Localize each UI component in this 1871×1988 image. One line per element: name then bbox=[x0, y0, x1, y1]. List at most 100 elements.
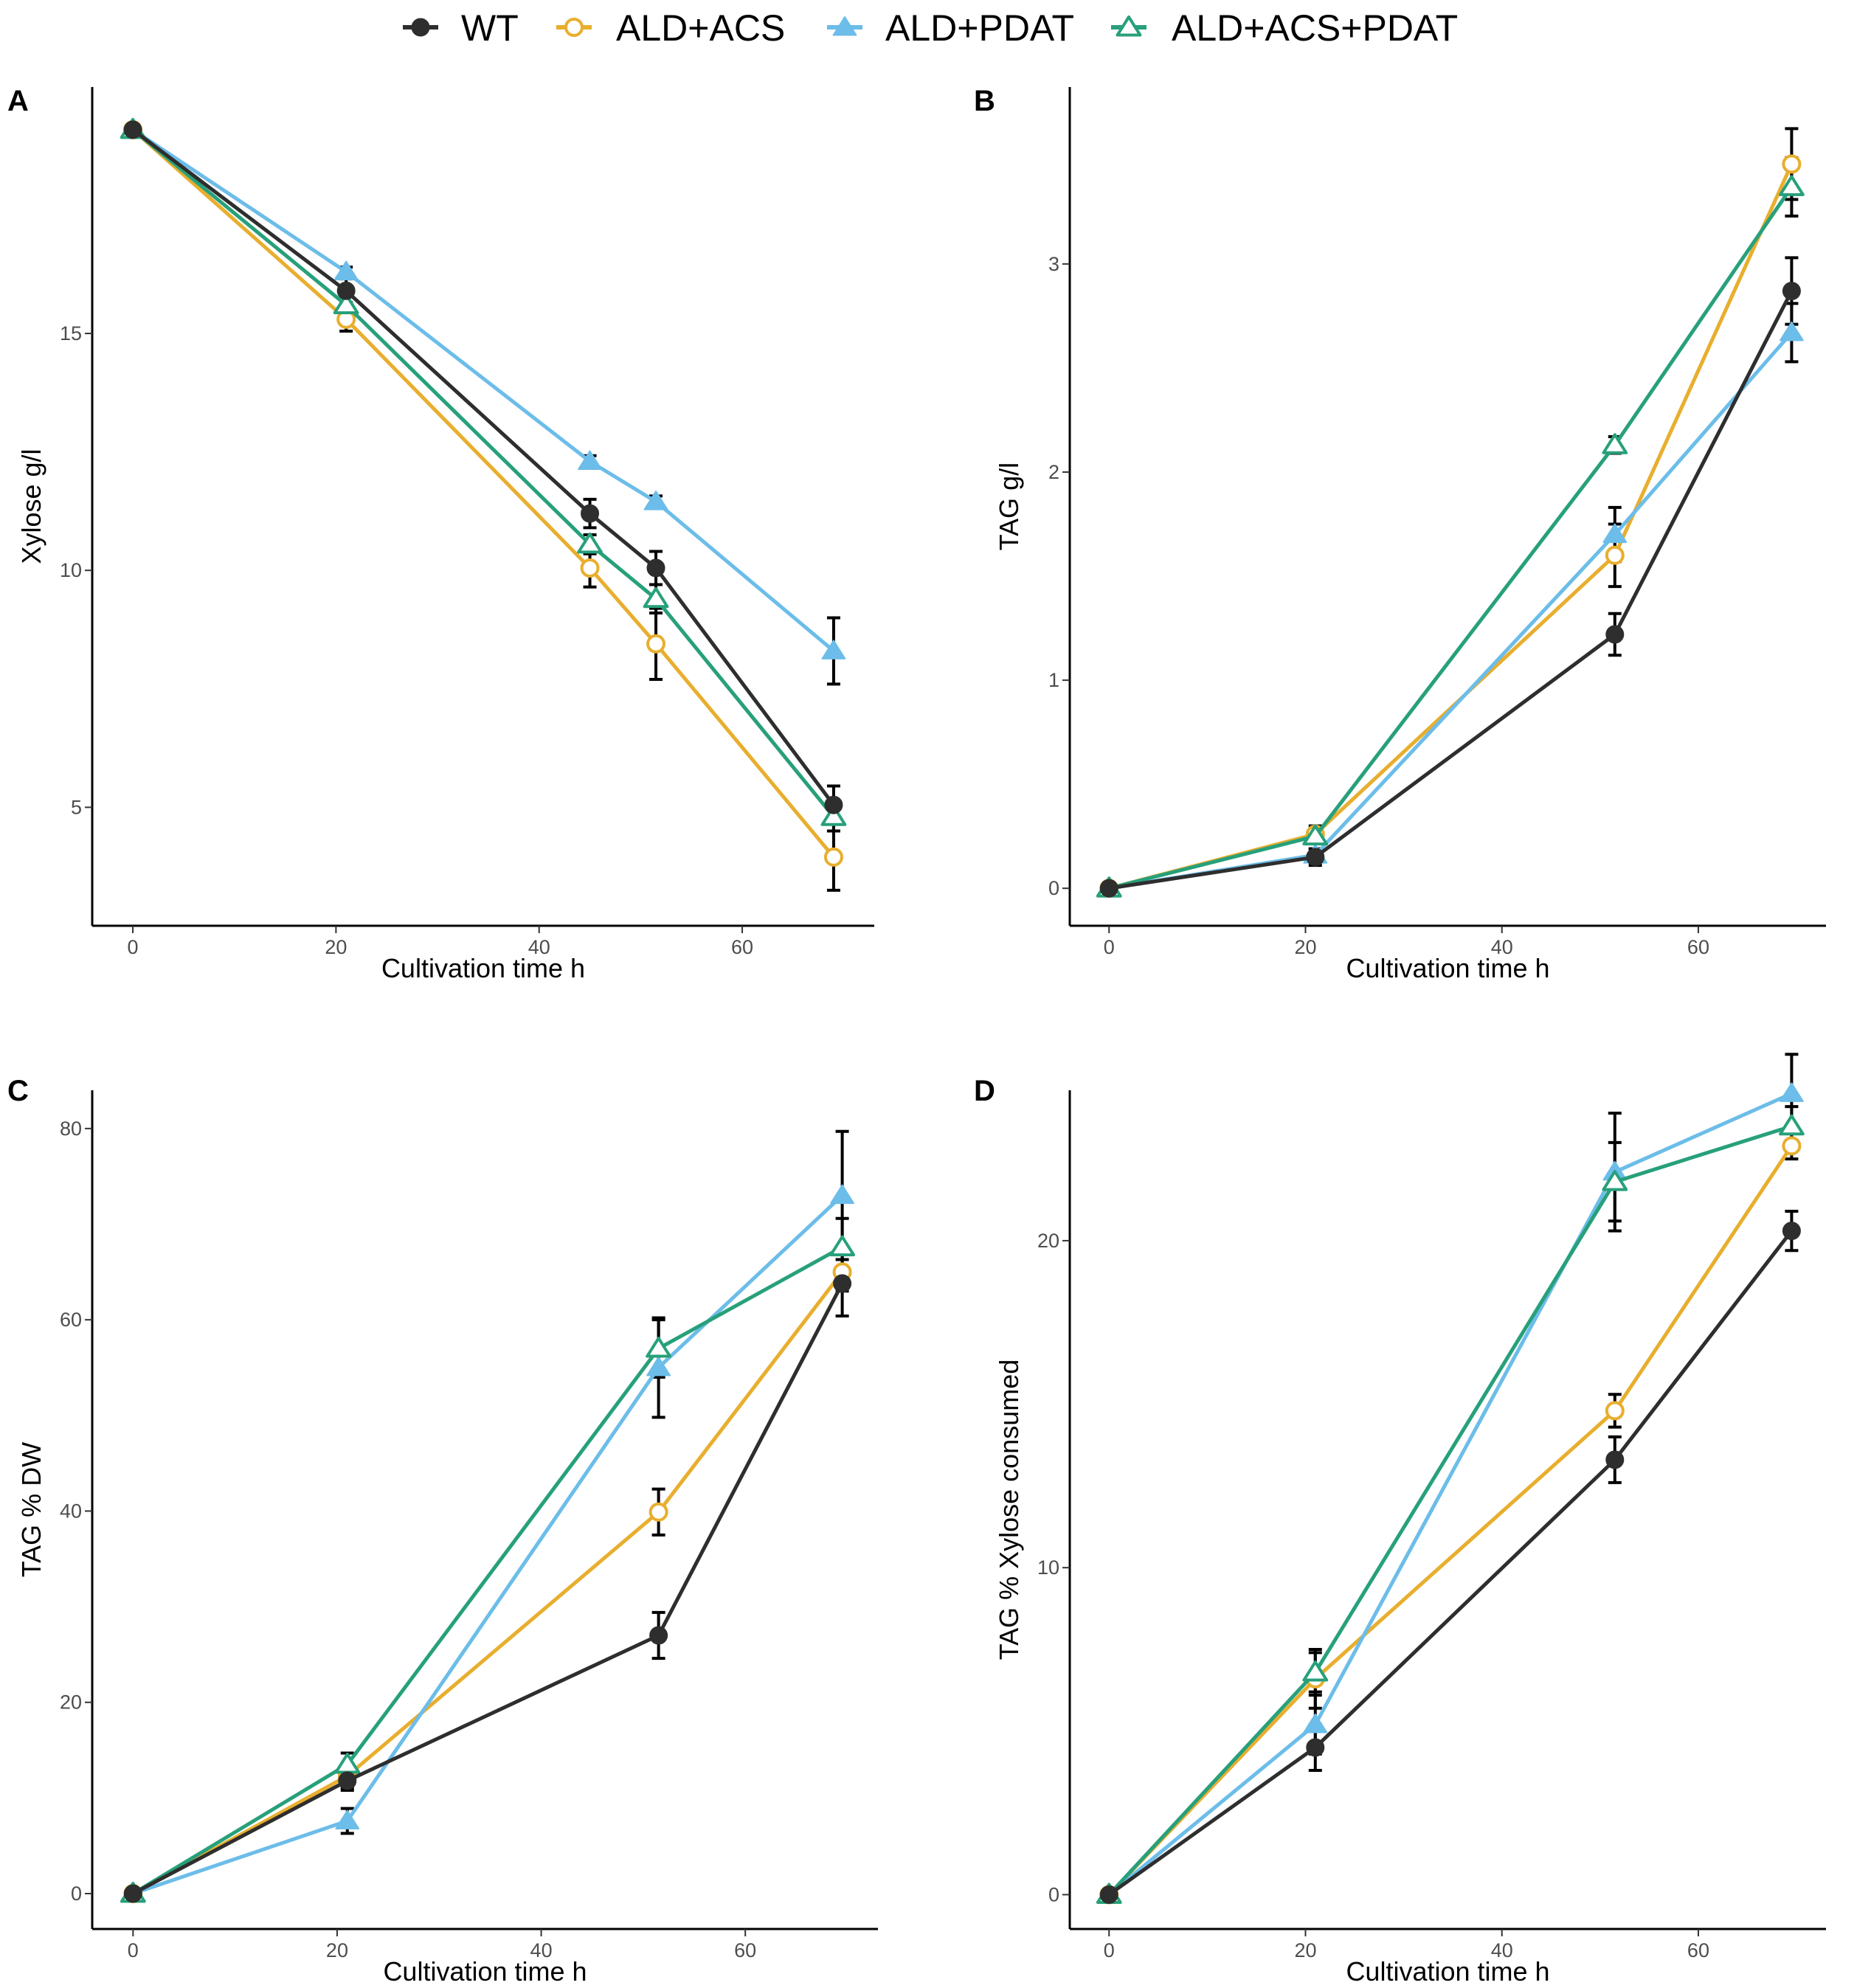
panel-d-x-title: Cultivation time h bbox=[1346, 1956, 1549, 1987]
panel-c-line-wt bbox=[131, 1281, 845, 1896]
panel-d-y-title: TAG % Xylose consumed bbox=[994, 1360, 1024, 1660]
panel-b-point-wt bbox=[1306, 848, 1325, 867]
panel-a-point-ald-acs-pdat bbox=[333, 293, 359, 314]
panel-d-point-wt bbox=[1099, 1885, 1118, 1904]
panel-a-x-title: Cultivation time h bbox=[381, 953, 585, 983]
panel-b-point-ald-acs-pdat bbox=[1302, 824, 1329, 846]
panel-b-point-wt bbox=[1099, 879, 1118, 898]
panel-a-point-ald-acs bbox=[823, 847, 843, 867]
panel-d-point-ald-acs-pdat bbox=[1302, 1660, 1329, 1682]
panel-a: A 0 20 40 60 5 10 15 Cultivation time h Xylose g/… bbox=[7, 85, 874, 983]
panel-b-y-tick-label: 0 bbox=[1048, 877, 1059, 899]
panel-c-point-wt bbox=[123, 1884, 142, 1903]
panel-a-error-bars bbox=[126, 123, 840, 892]
legend-marker-ald-pdat bbox=[832, 16, 857, 36]
panel-c-point-ald-pdat bbox=[830, 1184, 854, 1205]
panel-c-point-ald-acs-pdat bbox=[829, 1235, 855, 1257]
panel-d-line-wt bbox=[1107, 1229, 1794, 1897]
legend-marker-ald-acs bbox=[564, 18, 584, 37]
panel-b-y-title: TAG g/l bbox=[994, 463, 1024, 550]
panel-d-point-ald-acs-pdat bbox=[1779, 1114, 1805, 1136]
panel-a-series-ald-acs-pdat bbox=[120, 117, 847, 826]
panel-d-series-wt bbox=[1099, 1222, 1801, 1904]
panel-d-line-ald-pdat bbox=[1107, 1091, 1794, 1897]
panel-b-x-title: Cultivation time h bbox=[1346, 953, 1549, 983]
panel-a-line-ald-acs-pdat bbox=[131, 128, 836, 819]
legend-label-ald-pdat: ALD+PDAT bbox=[885, 7, 1074, 49]
panel-b-point-ald-pdat bbox=[1602, 523, 1628, 544]
panel-c-line-ald-acs bbox=[131, 1270, 845, 1896]
panel-c-series-ald-pdat bbox=[120, 1184, 854, 1902]
panel-b-point-ald-pdat bbox=[1780, 321, 1804, 342]
panel-a-point-ald-acs bbox=[580, 558, 600, 578]
legend-label-wt: WT bbox=[461, 7, 519, 49]
panel-b-line-ald-acs bbox=[1107, 162, 1794, 890]
panel-c-x-tick-label: 40 bbox=[530, 1939, 553, 1961]
panel-d-point-ald-pdat bbox=[1303, 1713, 1328, 1734]
panel-a-line-ald-acs bbox=[131, 128, 836, 859]
legend-label-ald-acs: ALD+ACS bbox=[616, 7, 785, 49]
panel-c-y-tick-label: 80 bbox=[60, 1118, 82, 1140]
panel-a-point-ald-pdat bbox=[643, 491, 668, 510]
panel-c-series-ald-acs-pdat bbox=[120, 1235, 855, 1903]
panel-c-point-wt bbox=[649, 1626, 668, 1645]
panel-d-line-ald-acs-pdat bbox=[1107, 1124, 1794, 1897]
panel-c-y-tick-label: 20 bbox=[60, 1691, 82, 1714]
panel-c-y-title: TAG % DW bbox=[16, 1442, 46, 1577]
panel-d-point-wt bbox=[1605, 1450, 1625, 1469]
panel-a-point-ald-pdat bbox=[578, 450, 602, 470]
panel-c-x-tick-label: 60 bbox=[734, 1939, 756, 1961]
panel-d-x-tick-label: 40 bbox=[1491, 1939, 1513, 1961]
panel-a-point-wt bbox=[824, 795, 843, 814]
panel-b-series-ald-acs-pdat bbox=[1096, 175, 1805, 898]
panel-b-series-ald-pdat bbox=[1096, 321, 1804, 897]
panel-a-x-tick-label: 40 bbox=[528, 936, 550, 958]
panel-d-y-tick-label: 0 bbox=[1048, 1883, 1059, 1905]
panel-d-letter: D bbox=[974, 1075, 995, 1107]
panel-d-x-tick-label: 0 bbox=[1104, 1939, 1115, 1961]
panel-d: D 0 20 40 60 0 10 20 Cultivation time h TAG % Xyl… bbox=[974, 1053, 1826, 1987]
panel-a-series-wt bbox=[123, 120, 843, 814]
legend: WT ALD+ACS ALD+PDAT ALD+ACS+PDAT bbox=[403, 7, 1458, 49]
panel-d-x-tick-label: 20 bbox=[1294, 1939, 1316, 1961]
panel-a-point-wt bbox=[646, 558, 665, 578]
panel-d-point-ald-acs bbox=[1605, 1401, 1625, 1421]
panel-b-line-ald-pdat bbox=[1107, 330, 1794, 890]
panel-b-x-tick-label: 0 bbox=[1104, 936, 1115, 958]
panel-a-series-ald-pdat bbox=[120, 118, 846, 659]
panel-b-y-tick-label: 1 bbox=[1048, 669, 1059, 691]
panel-a-x-tick-label: 20 bbox=[325, 936, 347, 958]
panel-c-y-tick-label: 0 bbox=[71, 1883, 82, 1905]
panel-a-y-title: Xylose g/l bbox=[16, 448, 46, 564]
panel-c-series-wt bbox=[123, 1274, 852, 1903]
panel-a-point-wt bbox=[123, 120, 142, 139]
legend-marker-wt bbox=[411, 18, 430, 37]
panel-a-point-ald-pdat bbox=[821, 640, 846, 659]
panel-b-point-wt bbox=[1605, 625, 1625, 644]
panel-d-point-wt bbox=[1782, 1222, 1801, 1241]
panel-c-line-ald-pdat bbox=[131, 1194, 845, 1896]
panel-c-error-bars bbox=[126, 1129, 849, 1898]
panel-d-y-tick-label: 20 bbox=[1037, 1230, 1059, 1252]
panel-b-point-ald-acs bbox=[1605, 545, 1625, 565]
panel-c-y-tick-label: 60 bbox=[60, 1309, 82, 1331]
panel-d-series-ald-acs-pdat bbox=[1096, 1114, 1805, 1904]
panel-d-x-tick-label: 60 bbox=[1687, 1939, 1709, 1961]
panel-c-point-ald-pdat bbox=[335, 1809, 360, 1829]
panel-a-point-ald-acs-pdat bbox=[820, 805, 847, 826]
panel-a-series-ald-acs bbox=[123, 120, 843, 867]
panel-a-point-ald-acs bbox=[646, 634, 666, 654]
panel-a-point-ald-acs-pdat bbox=[577, 532, 603, 554]
panel-a-point-wt bbox=[336, 281, 356, 300]
panel-a-y-tick-label: 10 bbox=[60, 559, 82, 581]
panel-b-point-ald-acs-pdat bbox=[1779, 175, 1805, 196]
panel-b-x-tick-label: 60 bbox=[1687, 936, 1709, 958]
legend-label-ald-acs-pdat: ALD+ACS+PDAT bbox=[1172, 7, 1458, 49]
panel-c-letter: C bbox=[7, 1075, 29, 1107]
panel-b-point-ald-acs bbox=[1782, 154, 1802, 174]
panel-b-letter: B bbox=[974, 85, 995, 117]
panel-d-point-ald-pdat bbox=[1780, 1082, 1804, 1102]
panel-d-point-wt bbox=[1306, 1738, 1325, 1757]
panel-d-point-ald-acs bbox=[1782, 1136, 1802, 1156]
